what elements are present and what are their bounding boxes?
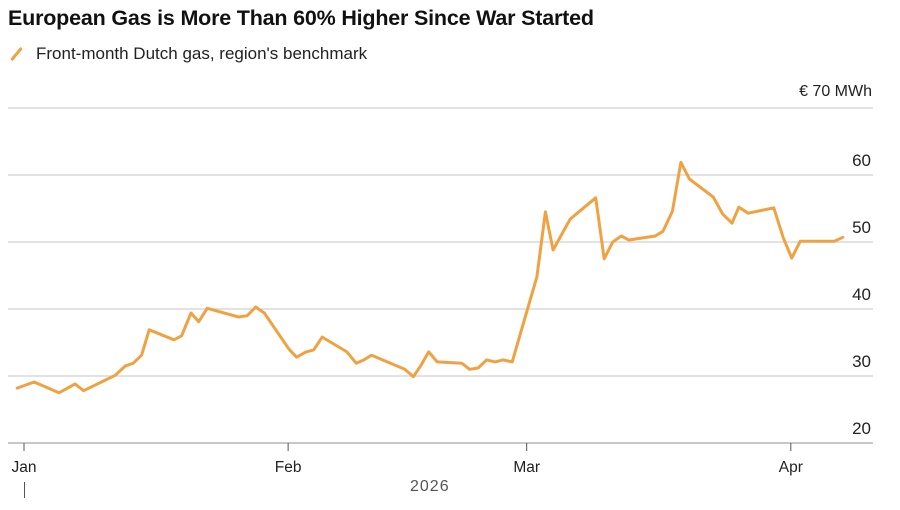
x-tick-label: Mar <box>513 459 540 476</box>
legend-label: Front-month Dutch gas, region's benchmar… <box>36 44 368 63</box>
y-tick-label: 20 <box>852 419 871 438</box>
x-tick-label: Jan <box>12 459 37 476</box>
chart-title: European Gas is More Than 60% Higher Sin… <box>8 6 594 30</box>
year-marker <box>24 482 25 498</box>
y-tick-label: 50 <box>852 218 871 237</box>
y-unit-label: € 70 MWh <box>799 83 872 100</box>
x-tick-label: Feb <box>275 459 302 476</box>
y-tick-label: 40 <box>852 285 871 304</box>
x-tick-label: Apr <box>779 459 803 476</box>
y-tick-label: 30 <box>852 352 871 371</box>
legend: Front-month Dutch gas, region's benchmar… <box>8 44 367 64</box>
x-axis-year-label: 2026 <box>410 478 450 495</box>
y-tick-label: 60 <box>852 151 871 170</box>
series-line-dutch-gas <box>15 160 845 395</box>
